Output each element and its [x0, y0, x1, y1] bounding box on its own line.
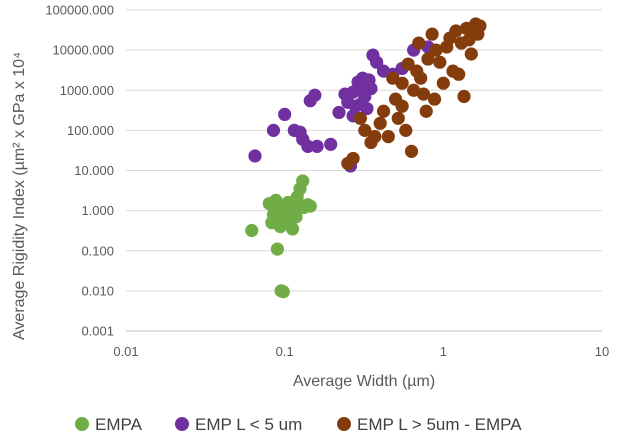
x-tick-labels: 0.01 0.1 1 10 — [113, 344, 609, 359]
data-point — [399, 123, 413, 137]
data-point — [391, 111, 405, 125]
data-point — [381, 129, 395, 144]
data-point — [449, 24, 463, 38]
series-1 — [245, 174, 317, 299]
data-point — [425, 27, 439, 41]
data-point — [395, 99, 409, 113]
data-point — [368, 129, 382, 144]
data-point — [266, 123, 281, 137]
data-point — [353, 111, 367, 125]
data-point — [427, 92, 442, 106]
y-tick-labels: 0.001 0.010 0.100 1.000 10.000 100.000 1000.00… — [45, 3, 114, 339]
data-point — [457, 89, 471, 104]
data-point — [353, 97, 367, 111]
data-point — [464, 47, 478, 61]
y-tick-label: 10000.000 — [53, 43, 114, 58]
data-point — [270, 242, 285, 256]
data-point — [412, 36, 426, 50]
y-axis-title: Average Rigidity Index (µm² x GPa x 10⁴ — [11, 52, 28, 340]
data-point — [296, 174, 310, 188]
data-point — [414, 71, 428, 85]
data-point — [268, 210, 282, 224]
legend-marker — [75, 417, 89, 431]
data-point — [376, 104, 391, 118]
data-point — [248, 149, 262, 163]
legend-label: EMPA — [95, 415, 143, 434]
data-point — [364, 81, 378, 96]
x-tick-label: 10 — [595, 344, 609, 359]
x-tick-label: 1 — [440, 344, 447, 359]
legend-item: EMP L < 5 um — [175, 415, 302, 434]
data-point — [419, 104, 433, 118]
data-point — [436, 76, 450, 90]
y-tick-label: 0.001 — [81, 324, 114, 339]
data-points — [245, 17, 487, 299]
y-tick-label: 1000.000 — [60, 83, 114, 98]
data-point — [303, 199, 317, 213]
data-point — [433, 55, 447, 69]
y-tick-label: 0.010 — [81, 283, 114, 298]
data-point — [276, 285, 290, 299]
legend-marker — [337, 417, 351, 431]
legend-marker — [175, 417, 189, 431]
y-tick-label: 10.000 — [74, 163, 114, 178]
data-point — [310, 139, 324, 153]
grid-lines — [126, 9, 602, 292]
data-point — [395, 76, 409, 90]
x-axis-title: Average Width (µm) — [293, 373, 435, 390]
data-point — [301, 139, 315, 153]
legend-item: EMP L > 5um - EMPA — [337, 415, 522, 434]
data-point — [245, 223, 259, 238]
data-point — [332, 105, 346, 120]
series-3 — [341, 17, 487, 171]
y-tick-label: 100.000 — [67, 123, 114, 138]
data-point — [370, 55, 384, 69]
data-point — [289, 210, 303, 224]
data-point — [473, 19, 487, 33]
data-point — [346, 151, 360, 166]
legend-item: EMPA — [75, 415, 143, 434]
y-tick-label: 100000.000 — [45, 3, 114, 18]
data-point — [324, 137, 338, 151]
legend-label: EMP L < 5 um — [195, 415, 302, 434]
data-point — [452, 67, 466, 81]
data-point — [358, 123, 372, 137]
legend: EMPA EMP L < 5 um EMP L > 5um - EMPA — [75, 415, 522, 434]
y-tick-label: 0.100 — [81, 243, 114, 258]
legend-label: EMP L > 5um - EMPA — [357, 415, 522, 434]
x-tick-label: 0.01 — [113, 344, 138, 359]
y-tick-label: 1.000 — [81, 203, 114, 218]
x-tick-label: 0.1 — [276, 344, 294, 359]
data-point — [421, 52, 435, 66]
data-point — [308, 88, 322, 102]
data-point — [429, 43, 443, 57]
data-point — [278, 107, 292, 122]
data-point — [404, 144, 419, 158]
data-point — [285, 222, 300, 236]
data-point — [416, 87, 431, 101]
data-point — [373, 116, 387, 130]
